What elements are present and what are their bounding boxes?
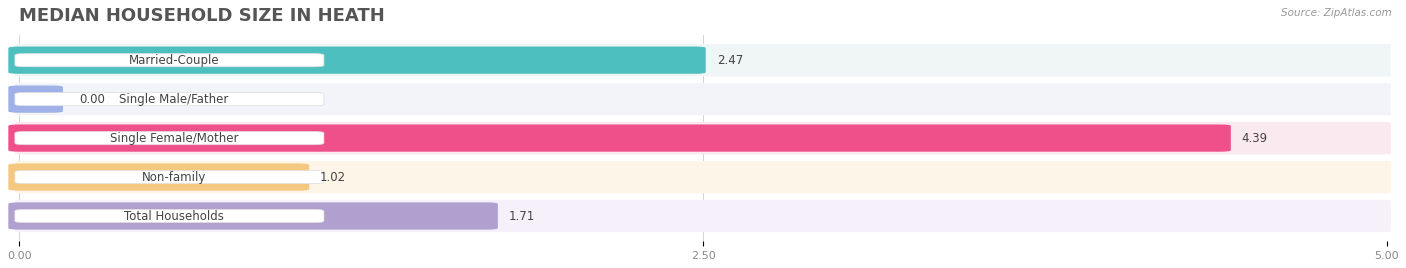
FancyBboxPatch shape bbox=[8, 163, 309, 191]
Text: 2.47: 2.47 bbox=[717, 54, 742, 67]
FancyBboxPatch shape bbox=[15, 54, 323, 67]
FancyBboxPatch shape bbox=[15, 44, 1391, 76]
Text: 1.02: 1.02 bbox=[321, 170, 346, 184]
FancyBboxPatch shape bbox=[15, 161, 1391, 193]
FancyBboxPatch shape bbox=[15, 92, 323, 106]
Text: 4.39: 4.39 bbox=[1241, 132, 1268, 144]
FancyBboxPatch shape bbox=[8, 85, 63, 113]
Text: 0.00: 0.00 bbox=[79, 93, 105, 106]
FancyBboxPatch shape bbox=[15, 209, 323, 223]
Text: Single Male/Father: Single Male/Father bbox=[120, 93, 228, 106]
FancyBboxPatch shape bbox=[8, 124, 1230, 152]
Text: MEDIAN HOUSEHOLD SIZE IN HEATH: MEDIAN HOUSEHOLD SIZE IN HEATH bbox=[20, 7, 385, 25]
FancyBboxPatch shape bbox=[15, 83, 1391, 115]
FancyBboxPatch shape bbox=[15, 122, 1391, 154]
Text: Source: ZipAtlas.com: Source: ZipAtlas.com bbox=[1281, 8, 1392, 18]
Text: Single Female/Mother: Single Female/Mother bbox=[110, 132, 238, 144]
Text: Non-family: Non-family bbox=[142, 170, 205, 184]
Text: Total Households: Total Households bbox=[124, 210, 224, 222]
FancyBboxPatch shape bbox=[15, 132, 323, 145]
FancyBboxPatch shape bbox=[15, 200, 1391, 232]
FancyBboxPatch shape bbox=[8, 202, 498, 230]
Text: Married-Couple: Married-Couple bbox=[128, 54, 219, 67]
Text: 1.71: 1.71 bbox=[509, 210, 536, 222]
FancyBboxPatch shape bbox=[15, 170, 323, 184]
FancyBboxPatch shape bbox=[8, 47, 706, 74]
